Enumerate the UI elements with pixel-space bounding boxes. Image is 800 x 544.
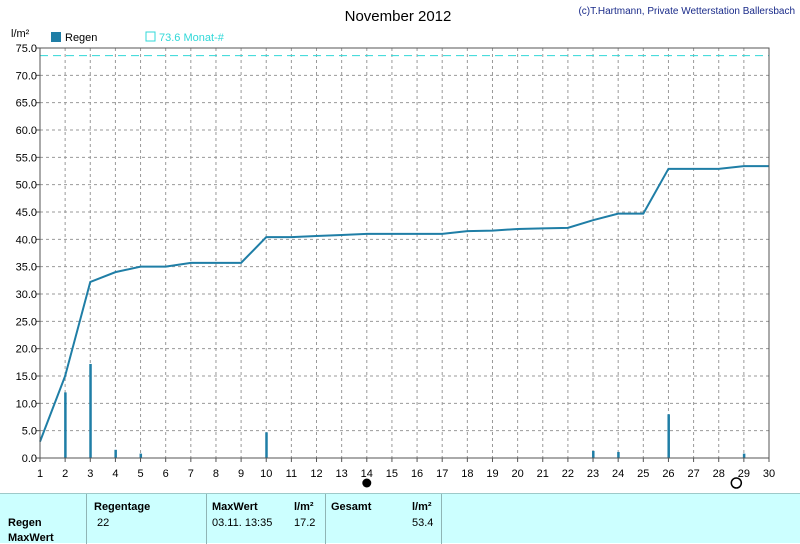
regentage-header: Regentage (94, 501, 151, 513)
x-tick-label: 19 (486, 468, 498, 480)
maxwert-value: 17.2 (294, 517, 316, 529)
rain-bar (742, 453, 746, 458)
chart-grid (40, 48, 769, 458)
copyright-text: (c)T.Hartmann, Private Wetterstation Bal… (578, 6, 795, 17)
x-tick-label: 6 (163, 468, 169, 480)
gesamt-header: Gesamt (331, 501, 372, 513)
y-tick-label: 5.0 (22, 426, 37, 438)
x-tick-label: 24 (612, 468, 624, 480)
x-tick-label: 2 (62, 468, 68, 480)
stats-panel: Regen MaxWert Regentage 22 MaxWert l/m² … (0, 493, 800, 544)
y-tick-label: 20.0 (16, 344, 37, 356)
x-tick-label: 18 (461, 468, 473, 480)
y-tick-label: 25.0 (16, 316, 37, 328)
x-tick-label: 11 (286, 468, 297, 480)
full-moon-icon (730, 477, 743, 489)
x-axis-ticks: 1 2 3 4 5 6 7 8 9 10 11 12 13 14 15 16 17 18 19 20 21 22 23 24 2… (37, 458, 775, 480)
x-tick-label: 30 (763, 468, 775, 480)
maxwert-header: MaxWert (212, 501, 258, 513)
rain-bar (114, 449, 117, 458)
x-tick-label: 3 (87, 468, 93, 480)
legend-series-swatch (51, 32, 61, 42)
rain-chart: November 2012 (c)T.Hartmann, Private Wet… (11, 6, 795, 489)
x-tick-label: 1 (37, 468, 43, 480)
x-tick-label: 21 (537, 468, 549, 480)
x-tick-label: 28 (713, 468, 725, 480)
stats-row-label-maxwert: MaxWert (8, 532, 54, 544)
y-tick-label: 75.0 (16, 43, 37, 55)
legend-series-label: Regen (65, 32, 97, 44)
x-tick-label: 15 (386, 468, 398, 480)
stats-divider (325, 494, 326, 544)
x-tick-label: 8 (213, 468, 219, 480)
x-tick-label: 14 (361, 468, 373, 480)
y-tick-label: 30.0 (16, 289, 37, 301)
rain-bar (265, 432, 268, 458)
legend-reference-label: 73.6 Monat-# (159, 32, 225, 44)
y-tick-label: 50.0 (16, 180, 37, 192)
gesamt-unit: l/m² (412, 501, 432, 513)
x-tick-label: 7 (188, 468, 194, 480)
moon-phase-markers (362, 477, 743, 489)
x-tick-label: 4 (112, 468, 118, 480)
x-tick-label: 10 (260, 468, 272, 480)
legend-reference-swatch (145, 31, 156, 42)
x-tick-label: 9 (238, 468, 244, 480)
x-tick-label: 20 (511, 468, 523, 480)
x-tick-label: 16 (411, 468, 423, 480)
x-tick-label: 17 (436, 468, 448, 480)
y-tick-label: 35.0 (16, 262, 37, 274)
rain-bar (667, 414, 670, 458)
rain-bar (617, 451, 620, 458)
y-tick-label: 70.0 (16, 70, 37, 82)
x-tick-label: 13 (336, 468, 348, 480)
y-tick-label: 0.0 (22, 453, 37, 465)
y-tick-label: 65.0 (16, 98, 37, 110)
y-tick-label: 10.0 (16, 398, 37, 410)
stats-divider (86, 494, 87, 544)
x-tick-label: 12 (310, 468, 322, 480)
y-axis-unit: l/m² (11, 28, 30, 40)
x-tick-label: 27 (687, 468, 699, 480)
stats-divider (441, 494, 442, 544)
x-tick-label: 29 (738, 468, 750, 480)
x-tick-label: 5 (137, 468, 143, 480)
rain-bar (89, 363, 92, 458)
cumulative-rain-line (39, 165, 769, 442)
y-tick-label: 45.0 (16, 207, 37, 219)
y-tick-label: 55.0 (16, 152, 37, 164)
maxwert-time: 03.11. 13:35 (212, 517, 273, 529)
plot-frame (39, 47, 770, 459)
stats-row-label-regen: Regen (8, 517, 42, 529)
x-tick-label: 22 (562, 468, 574, 480)
y-tick-label: 40.0 (16, 234, 37, 246)
rain-bar (139, 453, 143, 458)
stats-divider (206, 494, 207, 544)
gesamt-value: 53.4 (412, 517, 434, 529)
x-tick-label: 25 (637, 468, 649, 480)
x-tick-label: 23 (587, 468, 599, 480)
chart-title: November 2012 (345, 8, 452, 25)
rain-bar (592, 450, 595, 458)
rain-bar (64, 392, 67, 458)
new-moon-icon (362, 478, 372, 488)
x-tick-label: 26 (662, 468, 674, 480)
y-tick-label: 15.0 (16, 371, 37, 383)
daily-rain-bars (64, 363, 746, 458)
y-tick-label: 60.0 (16, 125, 37, 137)
regentage-value: 22 (97, 517, 110, 529)
maxwert-unit: l/m² (294, 501, 314, 513)
y-axis-ticks: 0.0 5.0 10.0 15.0 20.0 25.0 30.0 35.0 40.0 45.0 50… (16, 43, 40, 465)
